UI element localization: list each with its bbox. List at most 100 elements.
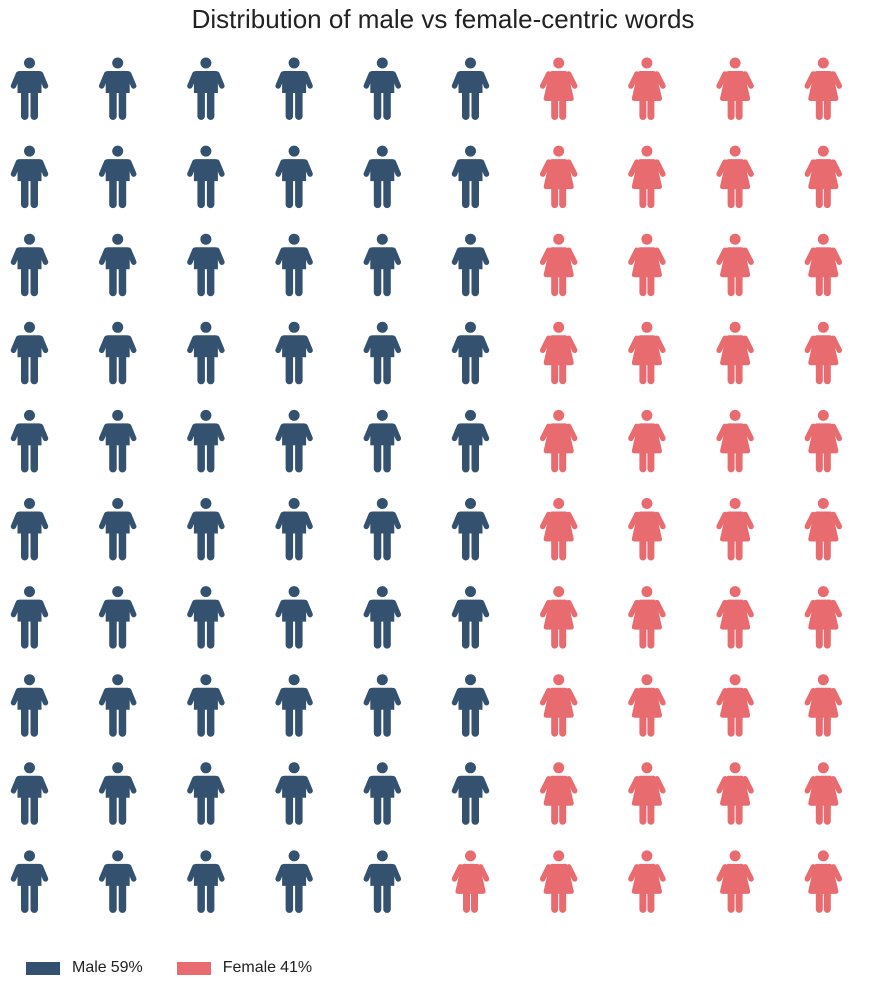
male-person-icon <box>10 762 49 825</box>
female-person-icon <box>628 233 666 297</box>
male-person-icon <box>363 762 402 825</box>
female-person-icon <box>804 674 843 737</box>
female-person-icon <box>628 762 666 825</box>
male-person-icon <box>10 674 49 737</box>
male-person-icon <box>187 233 225 297</box>
male-person-icon <box>451 57 490 120</box>
male-person-icon <box>275 57 313 120</box>
female-person-icon <box>716 57 754 120</box>
female-person-icon <box>628 674 666 737</box>
male-person-icon <box>98 233 137 297</box>
female-person-icon <box>539 850 578 913</box>
male-person-icon <box>187 762 225 825</box>
legend-label-female: Female 41% <box>223 959 312 977</box>
male-person-icon <box>10 321 49 385</box>
male-person-icon <box>275 233 313 297</box>
female-person-icon <box>716 145 754 209</box>
male-person-icon <box>451 145 490 209</box>
female-person-icon <box>539 57 578 120</box>
female-person-icon <box>804 145 843 209</box>
male-person-icon <box>98 145 137 209</box>
chart-legend: Male 59% Female 41% <box>26 959 346 977</box>
male-person-icon <box>275 850 313 913</box>
female-person-icon <box>804 57 843 120</box>
female-person-icon <box>539 145 578 209</box>
male-person-icon <box>187 145 225 209</box>
male-person-icon <box>10 498 49 561</box>
chart-title: Distribution of male vs female-centric w… <box>191 4 695 34</box>
male-person-icon <box>187 674 225 737</box>
legend-label-male: Male 59% <box>72 959 143 977</box>
male-person-icon <box>363 409 402 473</box>
male-person-icon <box>10 233 49 297</box>
male-person-icon <box>187 586 225 649</box>
male-person-icon <box>10 850 49 913</box>
male-person-icon <box>451 762 490 825</box>
male-person-icon <box>451 674 490 737</box>
legend-swatch-female <box>176 961 211 975</box>
waffle-chart <box>10 57 843 913</box>
male-person-icon <box>10 586 49 649</box>
male-person-icon <box>98 762 137 825</box>
legend-item-female: Female 41% <box>176 959 312 977</box>
female-person-icon <box>716 321 754 385</box>
male-person-icon <box>363 57 402 120</box>
female-person-icon <box>628 57 666 120</box>
male-person-icon <box>363 233 402 297</box>
male-person-icon <box>275 762 313 825</box>
male-person-icon <box>363 674 402 737</box>
male-person-icon <box>363 321 402 385</box>
female-person-icon <box>539 498 578 561</box>
male-person-icon <box>451 409 490 473</box>
female-person-icon <box>628 409 666 473</box>
female-person-icon <box>804 321 843 385</box>
male-person-icon <box>98 674 137 737</box>
male-person-icon <box>187 409 225 473</box>
male-person-icon <box>187 498 225 561</box>
female-person-icon <box>804 498 843 561</box>
female-person-icon <box>539 409 578 473</box>
male-person-icon <box>275 674 313 737</box>
male-person-icon <box>275 145 313 209</box>
male-person-icon <box>98 409 137 473</box>
female-person-icon <box>804 850 843 913</box>
male-person-icon <box>98 586 137 649</box>
male-person-icon <box>10 145 49 209</box>
female-person-icon <box>716 850 754 913</box>
male-person-icon <box>451 233 490 297</box>
female-person-icon <box>716 762 754 825</box>
male-person-icon <box>98 321 137 385</box>
legend-pct-female: 41% <box>280 959 313 976</box>
male-person-icon <box>275 498 313 561</box>
male-person-icon <box>187 57 225 120</box>
male-person-icon <box>187 321 225 385</box>
female-person-icon <box>804 409 843 473</box>
female-person-icon <box>539 321 578 385</box>
male-person-icon <box>98 57 137 120</box>
male-person-icon <box>363 850 402 913</box>
male-person-icon <box>363 586 402 649</box>
female-person-icon <box>716 674 754 737</box>
female-person-icon <box>539 762 578 825</box>
female-person-icon <box>628 145 666 209</box>
female-person-icon <box>628 586 666 649</box>
female-person-icon <box>716 498 754 561</box>
male-person-icon <box>187 850 225 913</box>
female-person-icon <box>628 850 666 913</box>
male-person-icon <box>98 850 137 913</box>
legend-pct-male: 59% <box>110 959 143 976</box>
female-person-icon <box>716 586 754 649</box>
female-person-icon <box>539 233 578 297</box>
male-person-icon <box>451 498 490 561</box>
female-person-icon <box>804 586 843 649</box>
male-person-icon <box>275 586 313 649</box>
legend-swatch-male <box>26 961 60 975</box>
legend-item-male: Male 59% <box>26 959 143 977</box>
male-person-icon <box>98 498 137 561</box>
female-person-icon <box>628 498 666 561</box>
female-person-icon <box>539 674 578 737</box>
male-person-icon <box>275 409 313 473</box>
female-person-icon <box>628 321 666 385</box>
female-person-icon <box>804 233 843 297</box>
male-person-icon <box>363 145 402 209</box>
